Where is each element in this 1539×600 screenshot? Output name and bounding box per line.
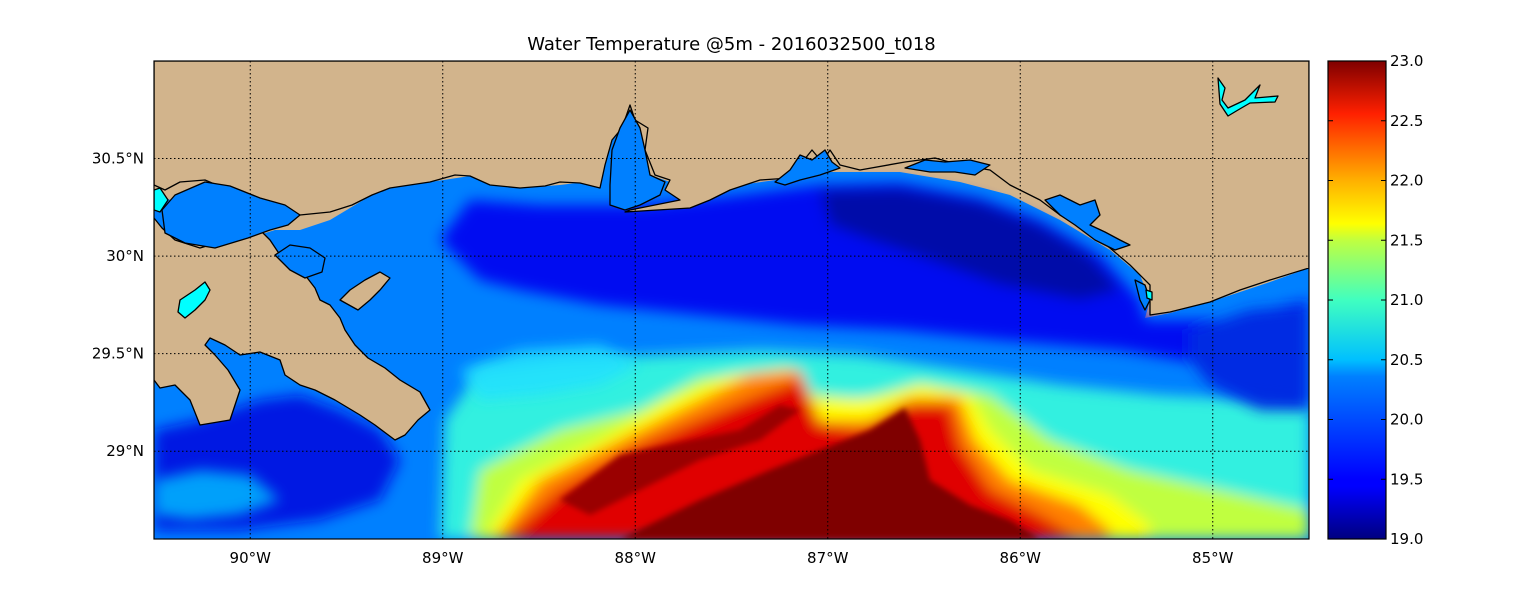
lon-tick-label: 90°W xyxy=(230,549,272,567)
lon-tick-label: 89°W xyxy=(422,549,464,567)
apalachicola-inlet xyxy=(1145,289,1153,301)
pensacola-bay xyxy=(774,149,841,186)
west-cyan-swirl xyxy=(154,470,280,520)
lat-tick-label: 30°N xyxy=(106,247,144,265)
lake-maurepas xyxy=(154,187,169,213)
plume-dark-red xyxy=(560,405,800,515)
map-title: Water Temperature @5m - 2016032500_t018 xyxy=(527,34,936,55)
mid-cyan-swirl xyxy=(460,345,640,400)
cold-band-navy xyxy=(820,188,1120,300)
core-dark-red xyxy=(620,408,1040,539)
east-cold-pool xyxy=(1190,305,1309,410)
lon-tick-label: 85°W xyxy=(1192,549,1234,567)
colorbar-tick-label: 22.0 xyxy=(1390,172,1423,190)
apalachicola-bay xyxy=(1134,279,1151,311)
map-frame xyxy=(153,60,1310,540)
map-plot-area xyxy=(154,61,1309,539)
lake-borgne xyxy=(274,244,326,279)
colorbar-gradient xyxy=(1327,60,1387,540)
lon-tick-label: 86°W xyxy=(1000,549,1042,567)
colorbar-tick-label: 22.5 xyxy=(1390,112,1423,130)
choctawhatchee-bay xyxy=(904,159,991,176)
colorbar-tick-label: 19.5 xyxy=(1390,470,1423,488)
colorbar: 19.0 19.5 20.0 20.5 21.0 21.5 22.0 22.5 23.0 xyxy=(1327,52,1423,548)
colorbar-tick-label: 20.0 xyxy=(1390,411,1423,429)
colorbar-tick-label: 21.0 xyxy=(1390,291,1423,309)
colorbar-tick-label: 21.5 xyxy=(1390,231,1423,249)
lake-seminole xyxy=(1217,77,1279,117)
st-andrew-bay xyxy=(1044,194,1131,251)
colorbar-ticks: 19.0 19.5 20.0 20.5 21.0 21.5 22.0 22.5 23.0 xyxy=(1328,52,1423,548)
lake-pontchartrain xyxy=(161,181,301,249)
coastline xyxy=(154,61,1309,441)
lat-tick-label: 30.5°N xyxy=(92,150,144,168)
lat-tick-label: 29.5°N xyxy=(92,345,144,363)
lon-tick-label: 87°W xyxy=(807,549,849,567)
lat-tick-label: 29°N xyxy=(106,442,144,460)
colorbar-tick-label: 20.5 xyxy=(1390,351,1423,369)
mobile-bay xyxy=(609,109,666,211)
land-mississippi-river-mouth xyxy=(339,271,391,311)
gridlines xyxy=(154,61,1309,539)
lon-tick-label: 88°W xyxy=(615,549,657,567)
inland-water xyxy=(154,77,1279,319)
latitude-tick-labels: 30.5°N 30°N 29.5°N 29°N xyxy=(92,150,144,461)
delta-lake xyxy=(177,281,211,319)
colorbar-tick-label: 19.0 xyxy=(1390,530,1423,548)
land-louisiana-delta xyxy=(154,217,431,441)
colorbar-tick-label: 23.0 xyxy=(1390,52,1423,70)
cold-band-blue xyxy=(440,183,1309,370)
longitude-tick-labels: 90°W 89°W 88°W 87°W 86°W 85°W xyxy=(230,549,1234,567)
